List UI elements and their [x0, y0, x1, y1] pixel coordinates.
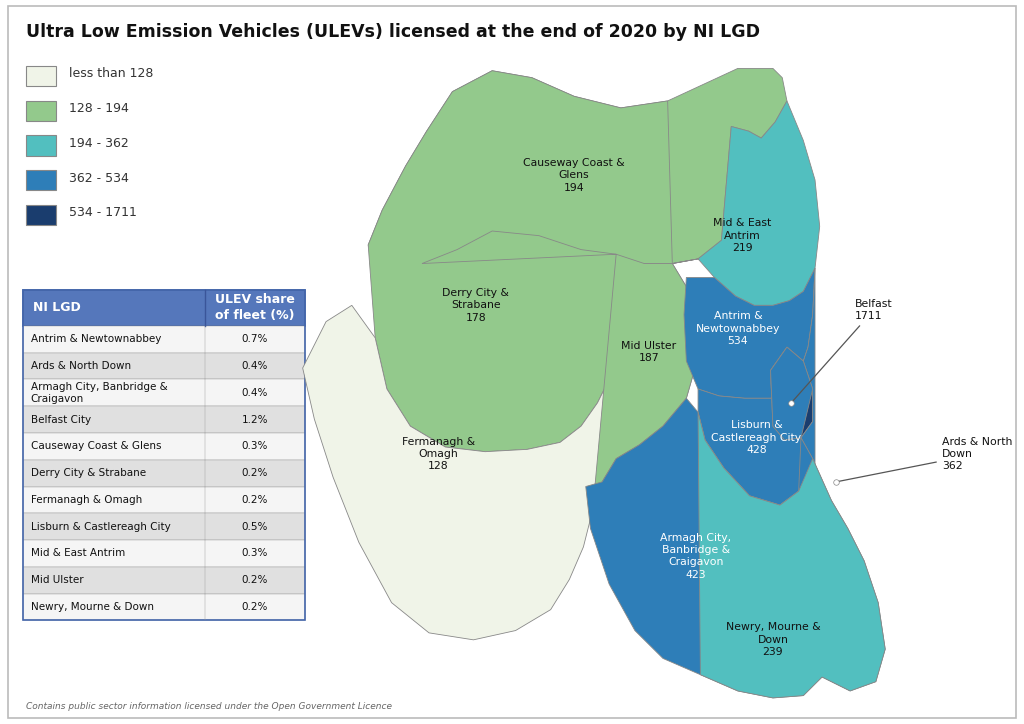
Text: 194 - 362: 194 - 362	[69, 137, 128, 150]
Bar	[23, 460, 305, 487]
Text: Causeway Coast &
Glens
194: Causeway Coast & Glens 194	[523, 158, 625, 193]
Bar	[23, 406, 305, 433]
Text: 0.2%: 0.2%	[242, 602, 268, 612]
Text: Causeway Coast & Glens: Causeway Coast & Glens	[31, 442, 161, 451]
Text: Mid Ulster
187: Mid Ulster 187	[622, 340, 677, 363]
Text: Fermanagh & Omagh: Fermanagh & Omagh	[31, 495, 142, 505]
Bar	[26, 66, 56, 86]
Text: 0.2%: 0.2%	[242, 576, 268, 585]
Bar	[23, 290, 305, 326]
Bar	[23, 290, 305, 620]
Polygon shape	[698, 268, 815, 644]
Bar	[23, 326, 305, 353]
Text: 0.2%: 0.2%	[242, 468, 268, 478]
Bar	[23, 433, 305, 460]
Text: Ultra Low Emission Vehicles (ULEVs) licensed at the end of 2020 by NI LGD: Ultra Low Emission Vehicles (ULEVs) lice…	[26, 23, 760, 41]
Bar	[23, 540, 305, 567]
Text: 0.7%: 0.7%	[242, 334, 268, 344]
Polygon shape	[673, 101, 819, 306]
Text: ULEV share
of fleet (%): ULEV share of fleet (%)	[215, 293, 295, 322]
Text: 0.5%: 0.5%	[242, 522, 268, 531]
Text: 0.4%: 0.4%	[242, 388, 268, 397]
Polygon shape	[771, 347, 813, 440]
Text: Derry City & Strabane: Derry City & Strabane	[31, 468, 145, 478]
Text: 362 - 534: 362 - 534	[69, 172, 128, 185]
Text: Armagh City, Banbridge &
Craigavon: Armagh City, Banbridge & Craigavon	[31, 382, 168, 403]
Bar	[26, 170, 56, 190]
Text: Mid & East Antrim: Mid & East Antrim	[31, 549, 125, 558]
Text: Derry City &
Strabane
178: Derry City & Strabane 178	[442, 288, 509, 323]
Text: 128 - 194: 128 - 194	[69, 102, 128, 115]
Text: Antrim & Newtownabbey: Antrim & Newtownabbey	[31, 334, 161, 344]
Text: 534 - 1711: 534 - 1711	[69, 206, 136, 219]
Polygon shape	[698, 412, 885, 698]
Text: Ards & North
Down
362: Ards & North Down 362	[839, 437, 1012, 481]
Bar	[23, 594, 305, 620]
Bar	[26, 101, 56, 121]
Polygon shape	[422, 231, 695, 510]
Text: Belfast
1711: Belfast 1711	[793, 299, 892, 401]
Bar	[26, 135, 56, 156]
Text: Armagh City,
Banbridge &
Craigavon
423: Armagh City, Banbridge & Craigavon 423	[660, 533, 731, 580]
Polygon shape	[303, 264, 695, 640]
Text: 0.3%: 0.3%	[242, 549, 268, 558]
Text: Lisburn &
Castlereagh City
428: Lisburn & Castlereagh City 428	[712, 421, 802, 455]
Text: Contains public sector information licensed under the Open Government Licence: Contains public sector information licen…	[26, 702, 391, 711]
Text: Lisburn & Castlereagh City: Lisburn & Castlereagh City	[31, 522, 170, 531]
Text: Fermanagh &
Omagh
128: Fermanagh & Omagh 128	[401, 437, 475, 471]
Polygon shape	[771, 347, 885, 691]
Bar	[23, 513, 305, 540]
Polygon shape	[586, 398, 822, 698]
Polygon shape	[684, 268, 815, 398]
Text: Ards & North Down: Ards & North Down	[31, 361, 131, 371]
Text: NI LGD: NI LGD	[33, 301, 81, 314]
Text: 0.2%: 0.2%	[242, 495, 268, 505]
Text: 1.2%: 1.2%	[242, 415, 268, 424]
Bar	[23, 379, 305, 406]
Text: Belfast City: Belfast City	[31, 415, 91, 424]
Text: Mid & East
Antrim
219: Mid & East Antrim 219	[714, 218, 772, 253]
Text: less than 128: less than 128	[69, 67, 153, 80]
Text: Mid Ulster: Mid Ulster	[31, 576, 83, 585]
Text: 0.3%: 0.3%	[242, 442, 268, 451]
Polygon shape	[369, 71, 673, 452]
Bar	[26, 205, 56, 225]
Bar	[23, 353, 305, 379]
Text: Antrim &
Newtownabbey
534: Antrim & Newtownabbey 534	[695, 311, 780, 346]
Text: Newry, Mourne &
Down
239: Newry, Mourne & Down 239	[726, 623, 820, 657]
Bar	[23, 487, 305, 513]
Text: 0.4%: 0.4%	[242, 361, 268, 371]
Polygon shape	[369, 68, 787, 271]
Bar	[23, 567, 305, 594]
Text: Newry, Mourne & Down: Newry, Mourne & Down	[31, 602, 154, 612]
